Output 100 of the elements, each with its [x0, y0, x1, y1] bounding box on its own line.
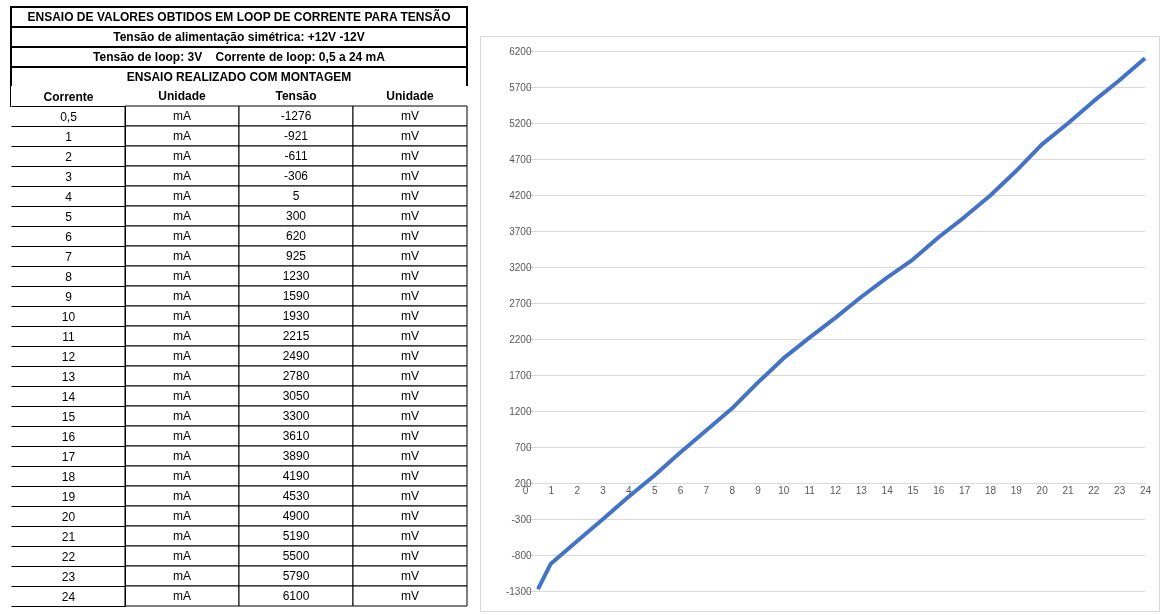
text: Tensão de loop: 3V	[93, 50, 203, 64]
x-tick-label: Tensão	[275, 88, 317, 103]
text: mV	[401, 489, 419, 503]
text: mV	[401, 309, 419, 323]
text: mV	[401, 129, 419, 143]
y-tick-label: 6200	[509, 45, 532, 57]
y-tick-label: 8	[65, 269, 73, 284]
text: mA	[173, 229, 191, 243]
text: mV	[401, 229, 419, 243]
x-tick-label: 18	[984, 484, 997, 496]
y-tick-label: 23	[61, 569, 76, 584]
x-tick-label: 21	[1062, 484, 1074, 496]
y-tick-label: 7	[65, 249, 73, 264]
data-label: 5500	[282, 549, 310, 563]
data-label: 2490	[282, 349, 310, 363]
y-tick-label: 21	[61, 529, 76, 544]
text: mA	[173, 389, 191, 403]
data-label: 5190	[282, 529, 310, 543]
text: mA	[173, 489, 191, 503]
text: mV	[401, 529, 419, 543]
text: mA	[173, 589, 191, 603]
text: mV	[401, 429, 419, 443]
text: mA	[173, 189, 191, 203]
text: mA	[173, 169, 191, 183]
x-tick-label: 24	[1139, 484, 1152, 496]
text: mV	[401, 149, 419, 163]
y-tick-label: 17	[61, 449, 76, 464]
data-label: -921	[283, 129, 309, 143]
y-tick-label: 3	[65, 169, 73, 184]
y-tick-label: 5700	[509, 81, 532, 93]
text: mV	[401, 169, 419, 183]
data-label: 2215	[282, 329, 310, 343]
text: mA	[173, 249, 191, 263]
x-tick-label: Unidade	[158, 88, 206, 103]
data-label: 4900	[282, 509, 310, 523]
text: mA	[173, 149, 191, 163]
x-tick-label: 20	[1036, 484, 1049, 496]
text: mA	[173, 269, 191, 283]
text: mA	[173, 289, 191, 303]
text: mA	[173, 449, 191, 463]
data-label: 1590	[282, 289, 310, 303]
y-tick-label: 2700	[509, 297, 532, 309]
x-tick-label: 10	[778, 484, 790, 496]
y-tick-label: 16	[61, 429, 76, 444]
data-label: 3050	[282, 389, 310, 403]
text: mA	[173, 109, 191, 123]
y-tick-label: 5	[65, 209, 73, 224]
data-label: 4530	[282, 489, 310, 503]
text: mA	[173, 309, 191, 323]
text: mA	[173, 529, 191, 543]
x-tick-label: 12	[829, 484, 842, 496]
y-tick-label: 24	[61, 589, 76, 604]
x-tick-label: 9	[755, 484, 762, 496]
y-tick-label: 4	[65, 189, 73, 204]
text: mV	[401, 329, 419, 343]
data-label: 6100	[282, 589, 310, 603]
x-tick-label: 11	[804, 484, 816, 496]
y-tick-label: 0,5	[60, 109, 78, 124]
y-tick-label: -800	[511, 549, 532, 561]
x-tick-label: 23	[1114, 484, 1126, 496]
y-tick-label: 2	[65, 149, 73, 164]
y-tick-label: 5200	[509, 117, 532, 129]
y-tick-label: -300	[511, 513, 532, 525]
text: mV	[401, 269, 419, 283]
text: mA	[173, 469, 191, 483]
data-label: -306	[283, 169, 309, 183]
x-tick-label: 4	[626, 484, 633, 496]
x-tick-label: 1	[548, 484, 555, 496]
data-label: 300	[285, 209, 307, 223]
chart-title: ENSAIO DE VALORES OBTIDOS EM LOOP DE CORRENTE PARA TENSÃO	[27, 10, 451, 24]
text: mA	[173, 569, 191, 583]
x-tick-label: 19	[1010, 484, 1023, 496]
text: mV	[401, 409, 419, 423]
y-tick-label: 22	[61, 549, 76, 564]
y-tick-label: 1	[65, 129, 73, 144]
data-label: -1276	[280, 109, 312, 123]
data-label: 2780	[282, 369, 310, 383]
text: mV	[401, 569, 419, 583]
text: mA	[173, 509, 191, 523]
y-tick-label: 4700	[509, 153, 532, 165]
x-tick-label: 5	[651, 484, 658, 496]
text: mA	[173, 409, 191, 423]
y-tick-label: 1700	[509, 369, 532, 381]
y-tick-label: 20	[61, 509, 76, 524]
x-tick-label: 16	[933, 484, 945, 496]
y-tick-label: 4200	[509, 189, 532, 201]
y-tick-label: 12	[61, 349, 76, 364]
x-tick-label: 15	[907, 484, 919, 496]
data-label: -611	[284, 149, 308, 163]
text: mA	[173, 549, 191, 563]
x-tick-label: 17	[959, 484, 971, 496]
y-tick-label: 3200	[509, 261, 532, 273]
text: mV	[401, 289, 419, 303]
text: mV	[401, 589, 419, 603]
text: mV	[401, 369, 419, 383]
data-label: 3610	[282, 429, 310, 443]
text: mA	[173, 369, 191, 383]
text: mV	[401, 349, 419, 363]
y-tick-label: 1200	[509, 405, 532, 417]
text: Corrente de loop: 0,5 a 24 mA	[215, 50, 385, 64]
